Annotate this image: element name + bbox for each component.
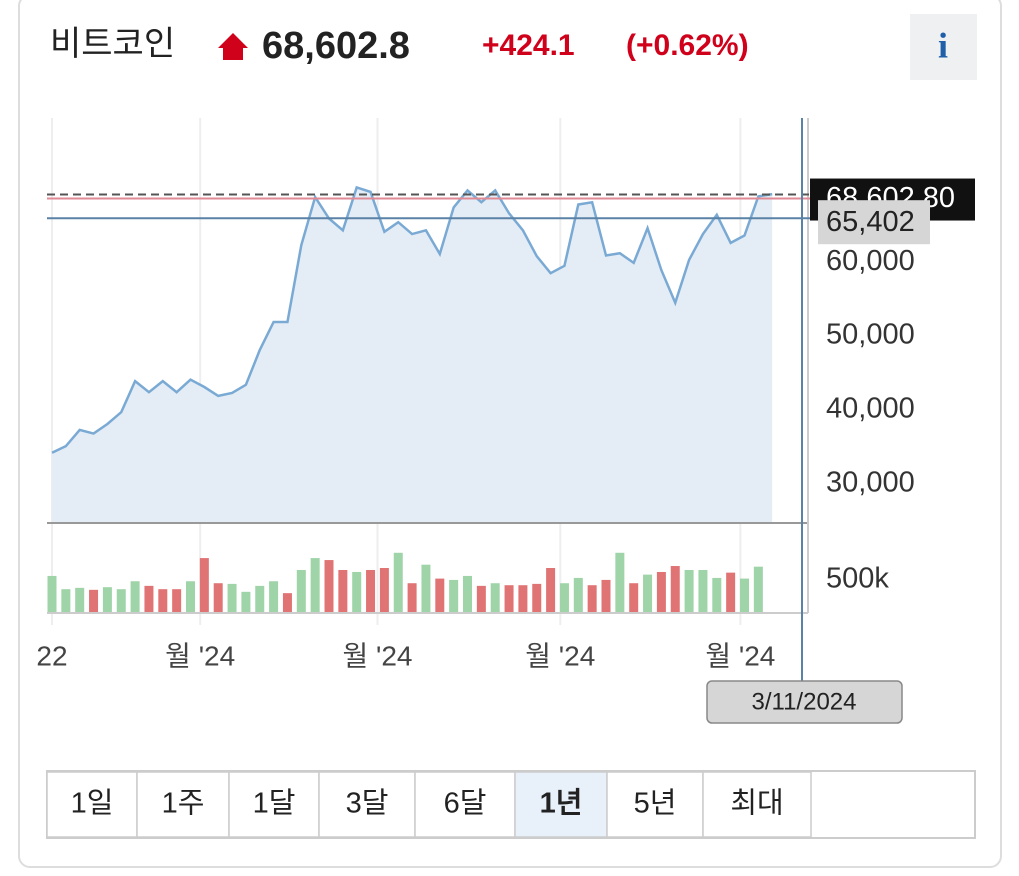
volume-bar — [199, 558, 209, 613]
tab-label[interactable]: 1주 — [162, 788, 205, 820]
volume-bar — [656, 571, 666, 613]
volume-bar — [172, 589, 182, 613]
crosshair-date: 3/11/2024 — [752, 688, 857, 715]
y-tick-label: 60,000 — [826, 245, 915, 277]
volume-bar — [532, 583, 542, 613]
title: 비트코인 — [50, 25, 175, 63]
up-arrow — [218, 33, 248, 60]
volume-bar — [227, 583, 237, 613]
ref-label: 65,402 — [826, 206, 915, 238]
volume-bar — [130, 581, 140, 613]
tab[interactable] — [514, 771, 608, 838]
card — [18, 0, 1002, 868]
x-tick-label: 22 — [36, 640, 67, 671]
volume-bar — [684, 569, 694, 613]
tab[interactable] — [702, 771, 812, 838]
volume-bar — [670, 566, 680, 613]
volume-bar — [338, 569, 348, 613]
volume-bar — [75, 587, 85, 613]
volume-bar — [476, 585, 486, 613]
info-icon[interactable]: i — [938, 25, 948, 65]
volume-bar — [753, 566, 763, 613]
x-tick-label: 월 '24 — [705, 640, 775, 671]
volume-bar — [116, 589, 126, 613]
volume-bar — [726, 572, 736, 613]
volume-bar — [421, 564, 431, 613]
tab-label[interactable]: 3달 — [346, 788, 389, 820]
volume-bar — [393, 552, 403, 613]
volume-bar — [269, 581, 279, 613]
volume-bar — [698, 569, 708, 613]
x-tick-label: 월 '24 — [525, 640, 595, 671]
info-button[interactable] — [910, 14, 977, 80]
volume-bar — [324, 560, 334, 613]
volume-bar — [587, 585, 597, 613]
range-tabs: 1일 1주 1달 3달 6달 1년 5년 최대 — [46, 770, 976, 839]
price-line — [51, 185, 773, 454]
x-tick-label: 월 '24 — [165, 640, 235, 671]
volume-bar — [102, 587, 112, 613]
y-tick-label: 40,000 — [826, 393, 915, 425]
volume-bar — [504, 585, 514, 613]
volume-bar — [158, 589, 168, 613]
tab[interactable] — [318, 771, 416, 838]
volume-bar — [366, 569, 376, 613]
volume-bar — [740, 578, 749, 613]
volume-bar — [213, 583, 223, 613]
tab[interactable] — [46, 771, 138, 838]
tab[interactable] — [414, 771, 516, 838]
change-pct: (+0.62%) — [626, 29, 749, 62]
change: +424.1 — [482, 29, 575, 62]
volume-bar — [296, 569, 306, 613]
volume-bar — [518, 585, 528, 613]
volume-bar — [490, 583, 500, 613]
volume-bar — [310, 558, 320, 613]
volume-bar — [282, 593, 292, 613]
volume-bar — [559, 583, 569, 613]
volume-bar — [573, 577, 583, 613]
volume-bar — [352, 571, 362, 613]
tab-label[interactable]: 5년 — [634, 788, 677, 820]
volume-bar — [379, 568, 389, 613]
price: 68,602.8 — [262, 25, 410, 67]
tab[interactable] — [136, 771, 230, 838]
volume-bar — [615, 552, 625, 613]
volume-tick-label: 500k — [826, 563, 889, 595]
tab-label[interactable]: 1일 — [71, 788, 114, 820]
tab-label[interactable]: 1달 — [253, 788, 296, 820]
volume-bar — [144, 585, 154, 613]
volume-bar — [47, 575, 57, 613]
price-area — [52, 187, 773, 523]
crosshair-date-box — [706, 680, 903, 724]
x-tick-label: 월 '24 — [342, 640, 412, 671]
tab-label[interactable]: 6달 — [444, 788, 487, 820]
tab[interactable] — [228, 771, 320, 838]
volume-bar — [629, 583, 639, 613]
y-tick-label: 50,000 — [826, 319, 915, 351]
y-tick-label: 30,000 — [826, 466, 915, 498]
volume-bar — [407, 583, 417, 613]
volume-bar — [241, 591, 251, 613]
volume-bar — [546, 568, 556, 613]
volume-bar — [449, 579, 459, 613]
tab-label[interactable]: 최대 — [730, 787, 783, 820]
volume-bar — [601, 579, 611, 613]
chart: 22 월 '24 월 '24 월 '24 월 '24 30,000 40,000 50,000… — [36, 118, 975, 724]
volume-bar — [89, 589, 99, 613]
tab-label[interactable]: 1년 — [540, 787, 583, 820]
volume-bar — [255, 585, 265, 613]
ref-tag — [818, 200, 930, 245]
volume-bar — [186, 581, 195, 613]
volume-bar — [61, 589, 71, 613]
volume-bar — [463, 575, 472, 613]
volume-bar — [435, 578, 445, 613]
volume-bar — [712, 577, 722, 613]
volume-bar — [643, 574, 653, 613]
